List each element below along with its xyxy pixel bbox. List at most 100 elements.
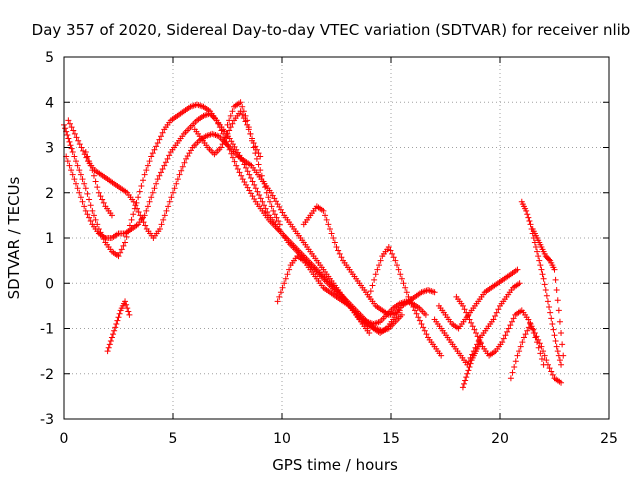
data-point-marker [74,185,81,192]
data-point-marker [79,198,86,205]
data-point-marker [511,363,518,370]
data-point-marker [122,239,129,246]
data-point-marker [87,218,94,225]
data-point-marker [519,339,526,346]
data-point-marker [77,171,84,178]
x-tick-label: 0 [60,431,69,447]
data-point-marker [144,203,151,210]
data-point-marker [148,194,155,201]
data-point-marker [215,120,222,127]
data-point-marker [138,215,145,222]
data-point-marker [474,333,481,340]
y-tick-label: 1 [45,231,54,247]
data-point-marker [87,162,94,169]
data-point-marker [97,193,104,200]
data-point-marker [218,127,225,134]
data-point-marker [534,339,541,346]
data-point-marker [514,352,521,359]
data-point-marker [71,153,78,160]
data-point-marker [252,185,259,192]
data-point-marker [538,266,545,273]
data-point-marker [530,330,537,337]
data-point-marker [115,314,122,321]
data-point-marker [464,370,471,377]
data-point-marker [560,352,567,359]
data-point-marker [374,266,381,273]
data-point-marker [66,162,73,169]
data-point-marker [522,331,529,338]
data-point-marker [411,307,418,314]
data-point-marker [65,117,72,124]
data-point-marker [153,180,160,187]
data-point-marker [492,313,499,320]
data-point-marker [431,289,438,296]
data-point-marker [249,178,256,185]
data-point-marker [74,162,81,169]
data-point-marker [400,280,407,287]
data-point-marker [544,298,551,305]
data-point-marker [514,266,521,273]
data-point-marker [156,172,163,179]
data-point-marker [402,284,409,291]
data-point-marker [526,319,533,326]
data-point-marker [493,309,500,316]
data-point-marker [535,253,542,260]
data-point-marker [135,194,142,201]
data-point-marker [104,348,111,355]
data-point-marker [108,212,115,219]
data-point-marker [551,332,558,339]
data-point-marker [530,326,537,333]
data-point-marker [229,154,236,161]
data-point-marker [219,141,226,148]
series-s9 [104,298,133,355]
data-point-marker [117,249,124,256]
series-s16 [459,339,484,391]
data-point-marker [244,168,251,175]
data-point-marker [500,335,507,342]
data-point-marker [174,176,181,183]
data-point-marker [257,153,264,160]
data-point-marker [320,207,327,214]
data-point-marker [122,298,129,305]
data-point-marker [517,343,524,350]
data-point-marker [115,253,122,260]
data-point-marker [326,225,333,232]
data-point-marker [84,190,91,197]
data-point-marker [173,180,180,187]
data-point-marker [504,328,511,335]
data-point-marker [110,331,117,338]
data-point-marker [231,158,238,165]
data-point-marker [253,155,260,162]
x-tick-label: 20 [491,431,509,447]
data-point-marker [70,127,77,134]
data-point-marker [459,302,466,309]
data-point-marker [73,134,80,141]
data-point-marker [123,301,130,308]
data-point-marker [461,380,468,387]
data-point-marker [238,172,245,179]
data-point-marker [264,208,271,215]
data-point-marker [477,339,484,346]
data-point-marker [405,293,412,300]
data-point-marker [163,207,170,214]
data-point-marker [546,304,553,311]
data-point-marker [397,271,404,278]
data-point-marker [66,120,73,127]
data-point-marker [505,325,512,332]
data-point-marker [144,162,151,169]
series-s13 [453,293,565,386]
data-point-marker [252,150,259,157]
data-point-marker [284,271,291,278]
data-point-marker [246,171,253,178]
data-point-marker [77,194,84,201]
data-point-marker [390,254,397,261]
data-point-marker [463,309,470,316]
data-point-marker [166,152,173,159]
data-point-marker [466,363,473,370]
x-tick-label: 5 [169,431,178,447]
data-point-marker [508,318,515,325]
data-point-marker [226,127,233,134]
data-point-marker [69,171,76,178]
data-point-marker [140,177,147,184]
data-point-marker [132,202,139,209]
